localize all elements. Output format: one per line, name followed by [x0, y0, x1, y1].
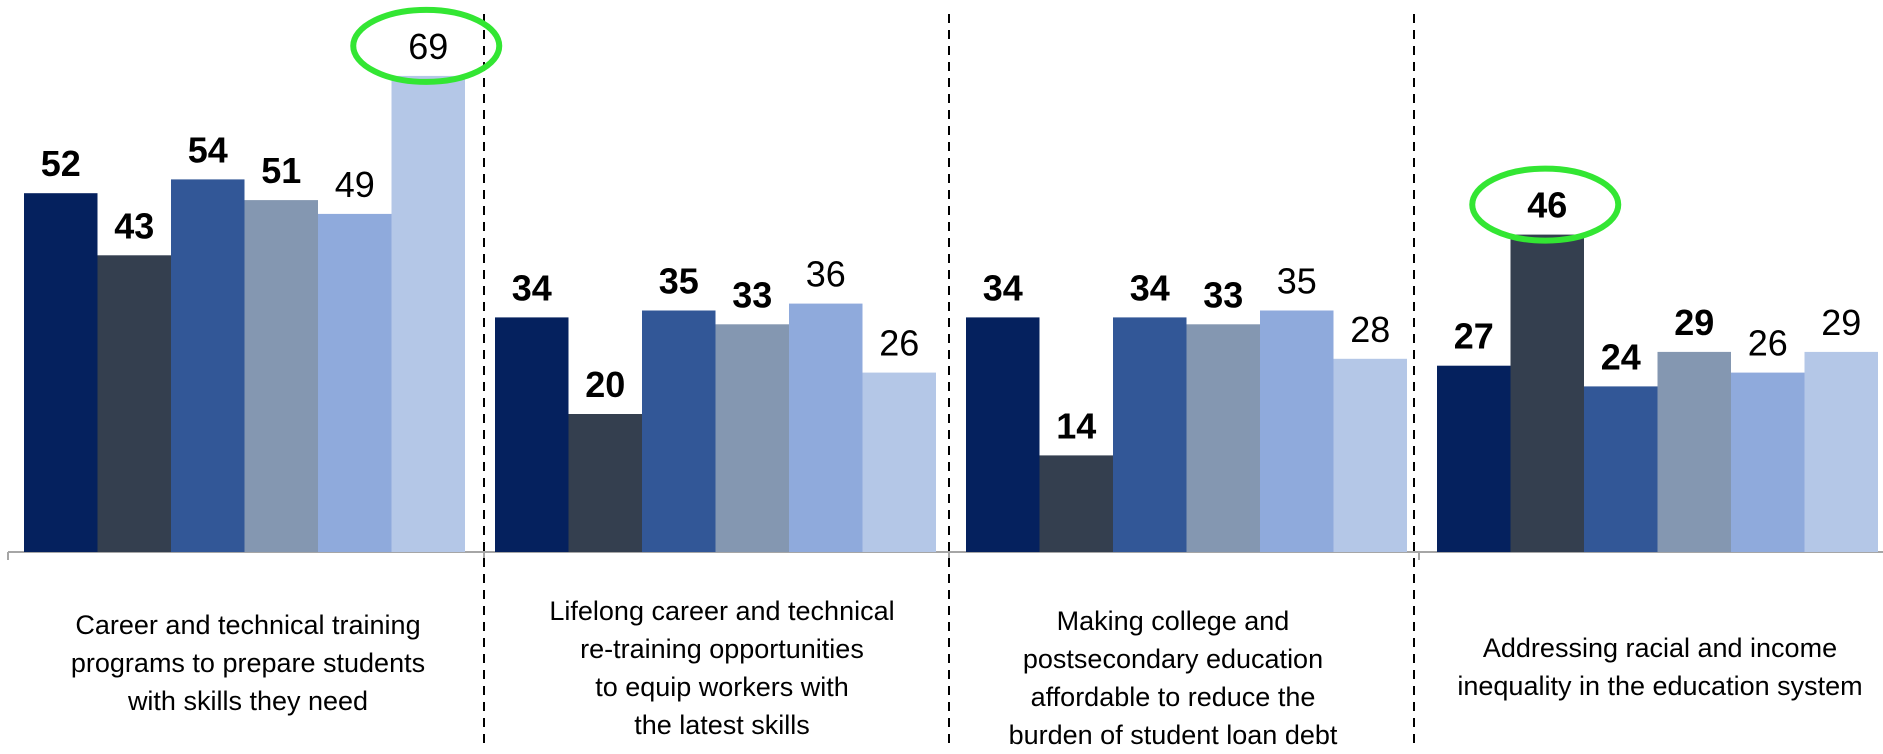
category-label-line: burden of student loan debt: [1008, 720, 1338, 750]
bar: [495, 317, 569, 552]
category-label-line: Making college and: [1056, 606, 1290, 636]
data-label: 24: [1601, 336, 1641, 377]
data-label: 35: [659, 261, 699, 302]
data-label: 20: [585, 364, 625, 405]
bar: [966, 317, 1040, 552]
data-label: 26: [879, 323, 919, 364]
category-label: Addressing racial and income inequality i…: [1440, 629, 1880, 705]
category-label-line: postsecondary education: [1022, 644, 1324, 674]
bar: [1437, 365, 1511, 552]
bar: [715, 324, 789, 552]
bar: [1186, 324, 1260, 552]
category-label-line: Lifelong career and technical: [549, 596, 895, 626]
category-label-line: Addressing racial and income: [1482, 633, 1838, 663]
bar: [1731, 372, 1805, 552]
category-label-line: inequality in the education system: [1457, 671, 1863, 701]
data-label: 36: [806, 254, 846, 295]
category-label-line: re-training opportunities: [580, 634, 864, 664]
data-label: 35: [1277, 261, 1317, 302]
data-label: 43: [114, 205, 154, 246]
category-label-line: affordable to reduce the: [1030, 682, 1316, 712]
data-label: 46: [1527, 185, 1567, 226]
bar: [97, 255, 171, 553]
category-label-line: programs to prepare students: [70, 648, 426, 678]
category-label: Career and technical training programs to…: [28, 606, 468, 720]
data-label: 54: [188, 129, 228, 170]
data-label: 28: [1350, 309, 1390, 350]
bar: [24, 193, 98, 552]
bar: [1260, 310, 1334, 552]
bar: [1510, 234, 1584, 552]
data-label: 51: [261, 150, 301, 191]
bar: [1113, 317, 1187, 552]
data-label: 33: [732, 274, 772, 315]
bar: [1039, 455, 1113, 552]
category-label-line: Career and technical training: [75, 610, 421, 640]
bar: [1804, 351, 1878, 552]
bar: [244, 200, 318, 552]
data-label: 33: [1203, 274, 1243, 315]
data-label: 14: [1056, 405, 1096, 446]
data-label: 34: [983, 267, 1023, 308]
data-label: 49: [335, 164, 375, 205]
category-label: Lifelong career and technical re-training…: [502, 592, 942, 744]
category-label-line: to equip workers with: [595, 672, 849, 702]
bar: [862, 372, 936, 552]
highlight-circle: [1469, 165, 1622, 244]
category-label: Making college and postsecondary educatio…: [953, 602, 1393, 754]
highlight-circle: [350, 6, 503, 85]
bar: [1657, 351, 1731, 552]
bar: [642, 310, 716, 552]
data-label: 69: [408, 26, 448, 67]
bar: [171, 179, 245, 552]
bar: [568, 414, 642, 552]
data-label: 27: [1454, 316, 1494, 357]
bar: [318, 213, 392, 552]
bar: [789, 303, 863, 552]
bar: [1333, 358, 1407, 552]
bar: [391, 75, 465, 553]
data-label: 26: [1748, 323, 1788, 364]
data-label: 34: [512, 267, 552, 308]
category-label-line: the latest skills: [634, 710, 810, 740]
data-label: 29: [1821, 302, 1861, 343]
bar: [1584, 386, 1658, 552]
data-label: 29: [1674, 302, 1714, 343]
data-label: 34: [1130, 267, 1170, 308]
data-label: 52: [41, 143, 81, 184]
category-label-line: with skills they need: [127, 686, 369, 716]
